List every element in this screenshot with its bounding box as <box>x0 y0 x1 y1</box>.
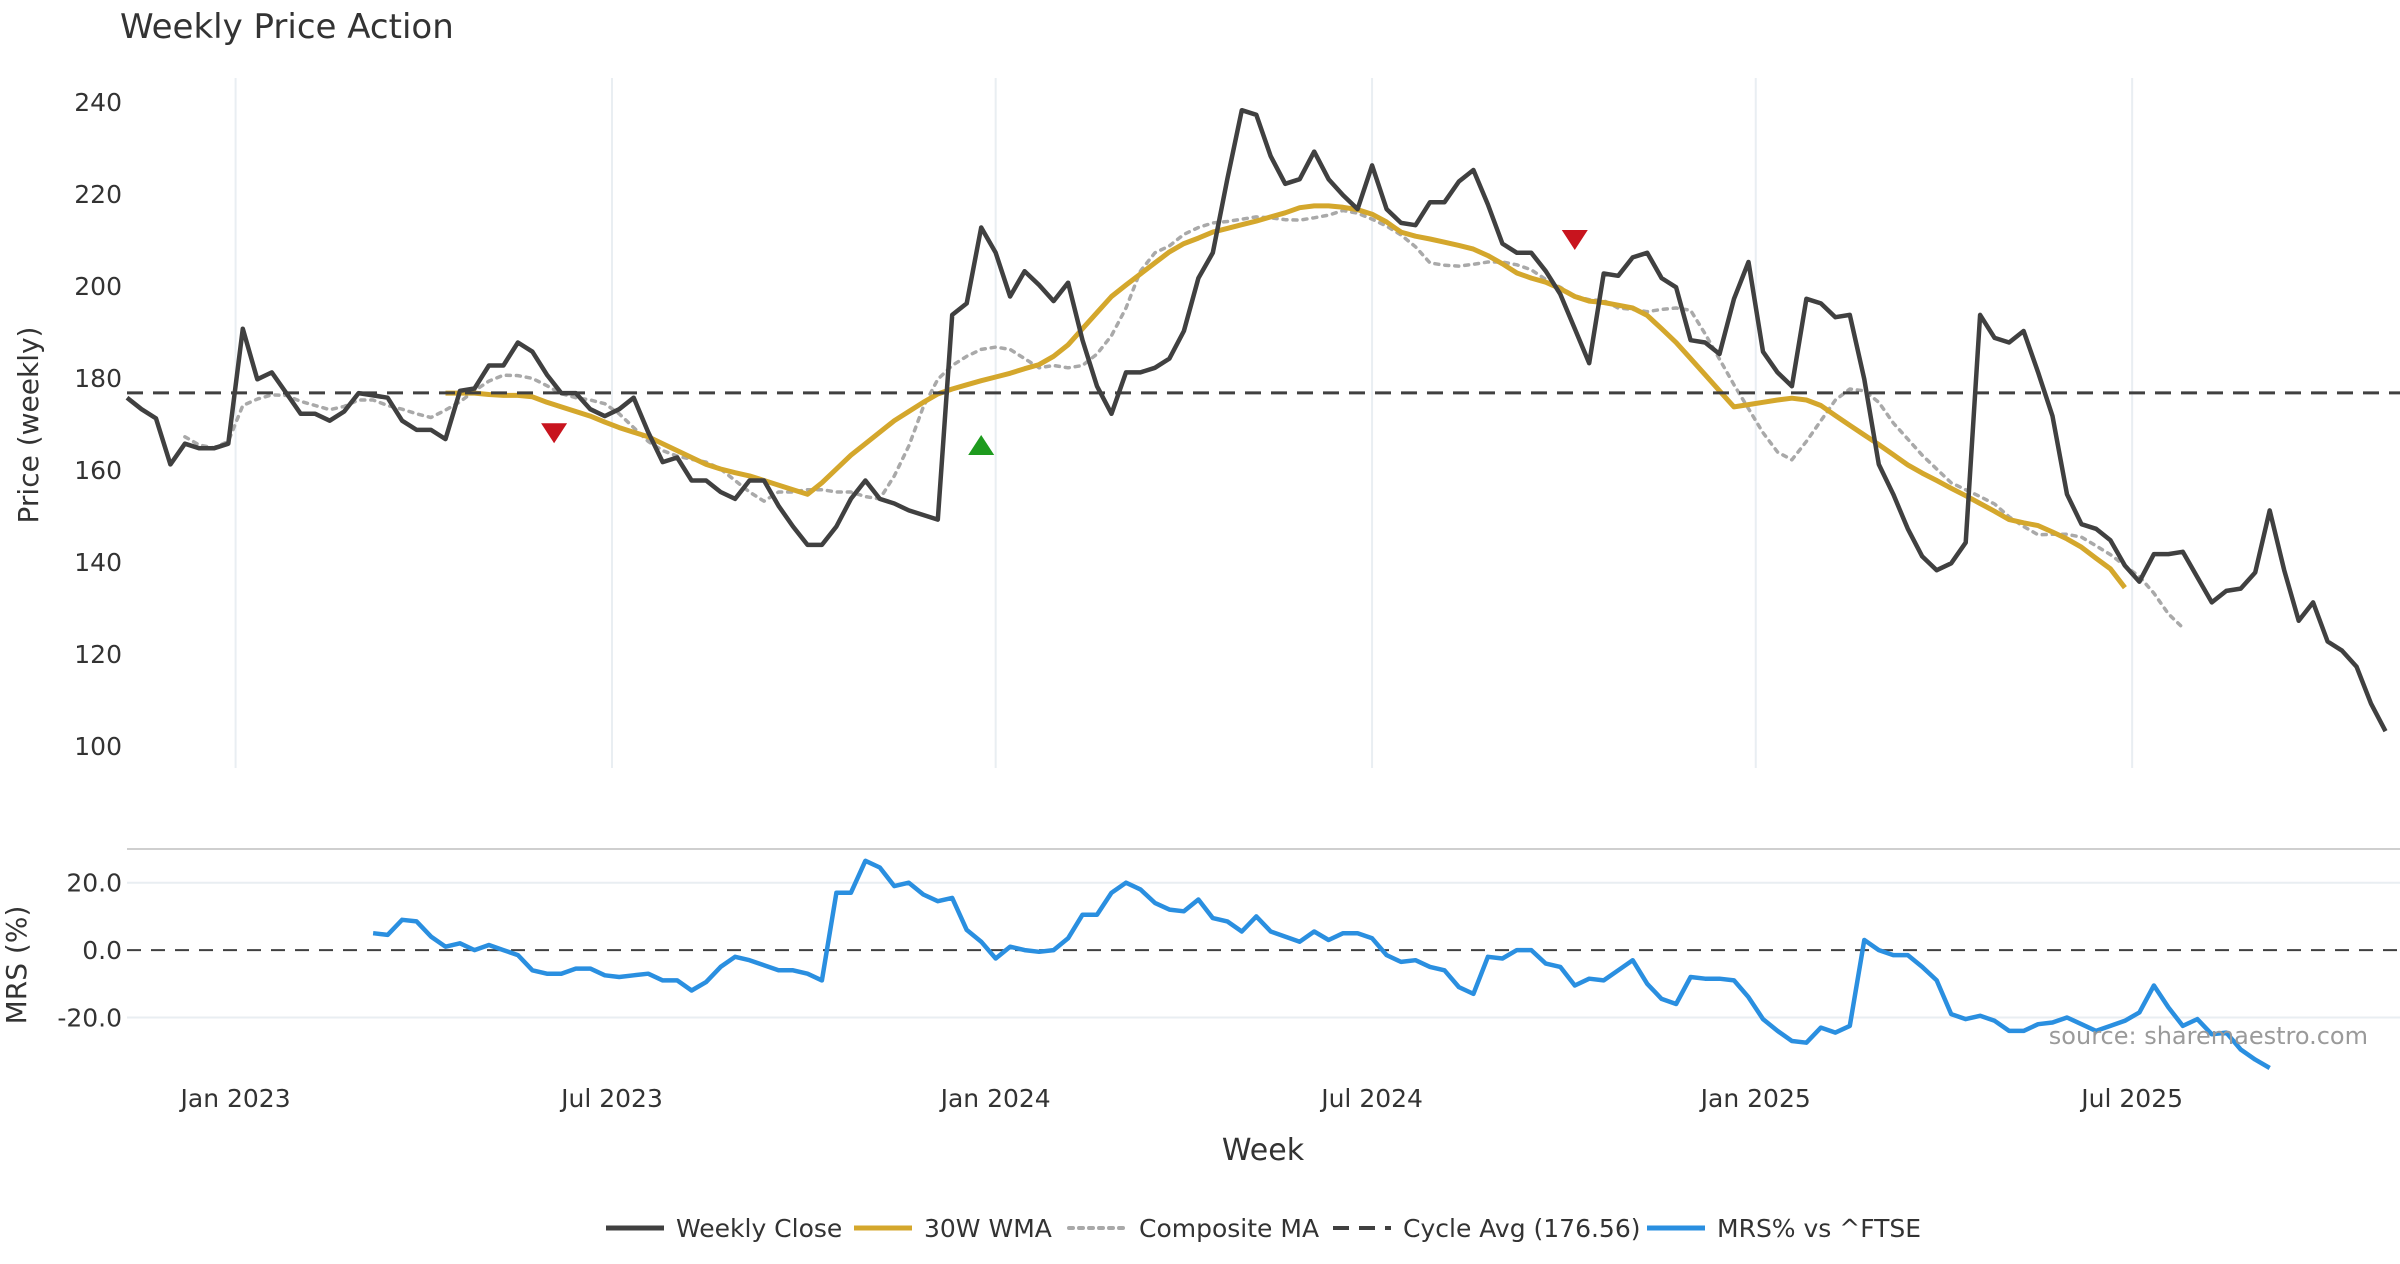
chart-title: Weekly Price Action <box>120 7 454 47</box>
x-tick-5: Jul 2025 <box>2079 1084 2183 1113</box>
legend-label-1: 30W WMA <box>924 1214 1052 1243</box>
mrs-ytick--20.0: -20.0 <box>57 1003 122 1032</box>
x-tick-4: Jan 2025 <box>1699 1084 1811 1113</box>
price-ytick-220: 220 <box>74 180 122 209</box>
legend-label-0: Weekly Close <box>676 1214 842 1243</box>
price-ytick-200: 200 <box>74 272 122 301</box>
legend-label-2: Composite MA <box>1139 1214 1319 1243</box>
wma-30w-line <box>445 203 2127 590</box>
sell-signal-marker-0 <box>541 423 568 444</box>
price-ytick-120: 120 <box>74 640 122 669</box>
price-ytick-180: 180 <box>74 364 122 393</box>
mrs-series-group <box>372 858 2271 1070</box>
mrs-line <box>372 858 2271 1070</box>
weekly-close-line <box>125 107 2388 733</box>
signal-markers <box>541 230 1588 455</box>
mrs-ytick-0.0: 0.0 <box>82 936 122 965</box>
price-panel-grid <box>234 78 2134 768</box>
mrs-y-axis-label: MRS (%) <box>0 906 33 1025</box>
price-y-ticks: 100 120 140 160 180 200 220 240 <box>74 88 122 761</box>
legend: Weekly Close 30W WMA Composite MA Cycle Avg… <box>606 1214 1921 1243</box>
x-tick-3: Jul 2024 <box>1319 1084 1423 1113</box>
mrs-ytick-20.0: 20.0 <box>66 869 122 898</box>
legend-label-4: MRS% vs ^FTSE <box>1717 1214 1921 1243</box>
legend-label-3: Cycle Avg (176.56) <box>1403 1214 1641 1243</box>
x-tick-0: Jan 2023 <box>179 1084 291 1113</box>
x-tick-labels: Jan 2023 Jul 2023 Jan 2024 Jul 2024 Jan 2025… <box>179 1084 2184 1113</box>
composite-ma-line <box>183 208 2185 630</box>
x-axis-label: Week <box>1222 1133 1305 1168</box>
x-tick-1: Jul 2023 <box>559 1084 663 1113</box>
buy-signal-marker-1 <box>968 435 995 455</box>
sell-signal-marker-2 <box>1561 230 1588 250</box>
price-y-axis-label: Price (weekly) <box>12 327 45 524</box>
price-ytick-240: 240 <box>74 88 122 117</box>
price-ytick-160: 160 <box>74 456 122 485</box>
mrs-y-ticks: 20.0 0.0 -20.0 <box>57 869 122 1033</box>
price-ytick-140: 140 <box>74 548 122 577</box>
mrs-panel-grid <box>127 881 2400 1019</box>
price-ytick-100: 100 <box>74 732 122 761</box>
watermark: source: sharemaestro.com <box>2049 1022 2368 1050</box>
price-series-group <box>125 107 2400 733</box>
x-tick-2: Jan 2024 <box>939 1084 1051 1113</box>
